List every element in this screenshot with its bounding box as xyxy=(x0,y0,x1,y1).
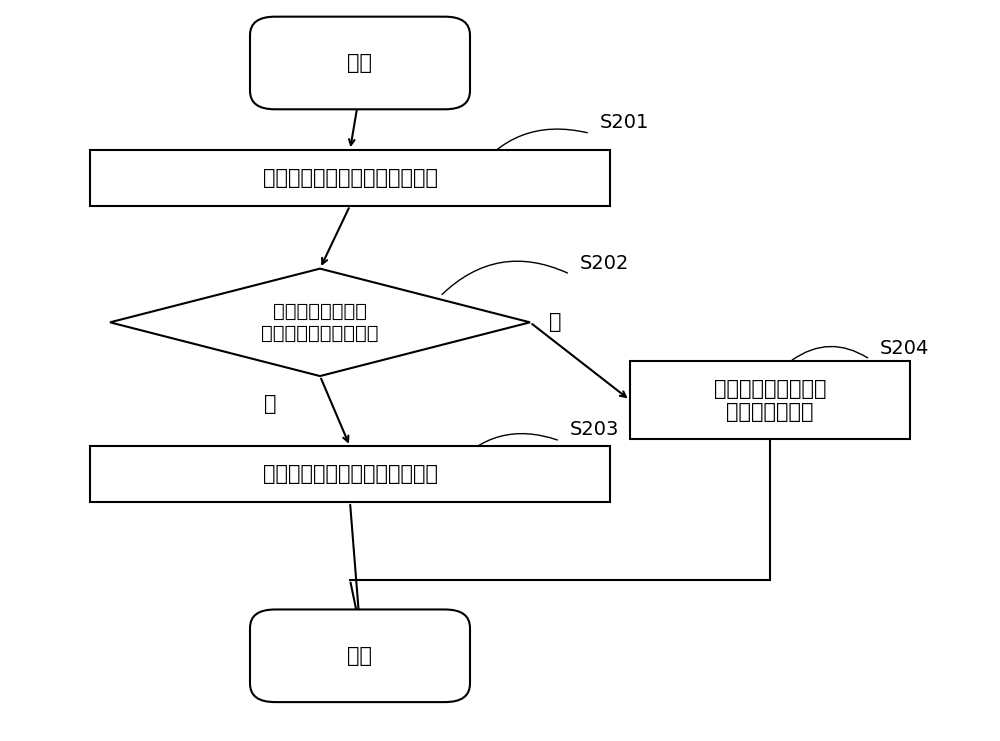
Text: 禁止将该应用程序添
加至监听队列中: 禁止将该应用程序添 加至监听队列中 xyxy=(714,379,826,422)
Text: 将该应用程序添加至监听队列中: 将该应用程序添加至监听队列中 xyxy=(262,465,438,484)
FancyBboxPatch shape xyxy=(630,361,910,439)
Text: 否: 否 xyxy=(549,313,561,332)
Text: 是: 是 xyxy=(264,394,276,413)
Text: 接收应用程序静态监听注册请求: 接收应用程序静态监听注册请求 xyxy=(262,168,438,187)
FancyBboxPatch shape xyxy=(250,609,470,702)
Text: 结束: 结束 xyxy=(348,646,372,665)
FancyBboxPatch shape xyxy=(90,150,610,205)
Text: S204: S204 xyxy=(880,339,929,358)
Text: S203: S203 xyxy=(570,420,619,439)
Text: S202: S202 xyxy=(580,253,629,273)
Text: S201: S201 xyxy=(600,113,649,132)
FancyBboxPatch shape xyxy=(250,17,470,110)
Polygon shape xyxy=(110,269,530,376)
Text: 开始: 开始 xyxy=(348,53,372,73)
Text: 该应用程序是允许
静态监听的应用程序？: 该应用程序是允许 静态监听的应用程序？ xyxy=(261,302,379,343)
FancyBboxPatch shape xyxy=(90,446,610,502)
